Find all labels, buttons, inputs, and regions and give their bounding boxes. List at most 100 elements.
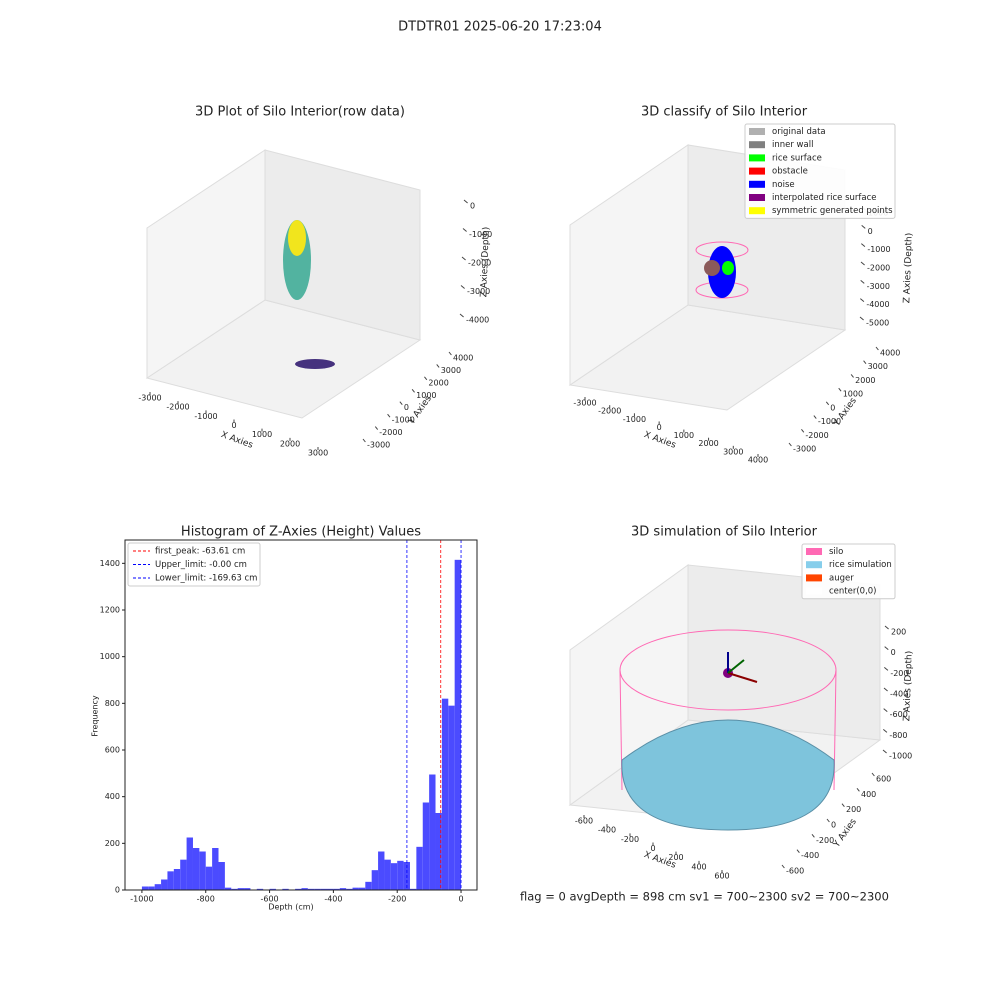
x-tick-label: 2000: [280, 439, 300, 448]
deco: [727, 672, 758, 683]
tick-mark: [884, 646, 889, 651]
tick-mark: [850, 374, 854, 378]
legend-label: original data: [772, 127, 826, 137]
bar: [244, 888, 251, 890]
tick-mark: [374, 426, 379, 430]
x-tick-label: 1000: [252, 430, 272, 439]
tick-mark: [875, 346, 879, 351]
tick-mark: [448, 351, 452, 356]
legend-label: first_peak: -63.61 cm: [155, 547, 245, 557]
tick-mark: [883, 687, 888, 692]
legend-swatch: [749, 180, 765, 188]
z-tick-label: -1000: [889, 752, 912, 761]
bar: [416, 846, 423, 890]
bar: [390, 863, 398, 890]
x-tick-label: 0: [650, 844, 655, 853]
tick-mark: [884, 625, 889, 630]
y-tick-label: 1400: [100, 559, 120, 568]
subplot-title: 3D Plot of Silo Interior(row data): [195, 105, 405, 120]
legend-box: [744, 123, 896, 219]
x-tick-label: -1000: [194, 412, 217, 421]
x-tick-label: 200: [668, 853, 683, 862]
tick-mark: [861, 224, 866, 229]
y-tick-label: -1000: [818, 417, 841, 426]
z-axis-label: Z Axies (Depth): [479, 227, 491, 298]
tick-mark: [461, 256, 466, 261]
y-tick-label: 200: [846, 805, 861, 814]
z-tick-label: -3000: [867, 282, 890, 291]
bar: [314, 888, 321, 890]
legend-label: auger: [829, 573, 854, 583]
figure-title: DTDTR01 2025-06-20 17:23:04: [398, 20, 602, 35]
tick-mark: [387, 413, 391, 418]
legend-swatch: [749, 154, 765, 162]
bar: [218, 862, 225, 890]
bar: [180, 859, 187, 890]
y-tick-label: 0: [831, 821, 836, 830]
y-tick-label: 1000: [843, 390, 863, 399]
plot-frame: [124, 539, 478, 891]
y-tick-label: -3000: [367, 441, 390, 450]
tick-mark: [882, 749, 887, 754]
tick-mark: [856, 788, 860, 792]
y-tick-label: -600: [786, 867, 804, 876]
tick-mark: [884, 666, 889, 671]
bar: [346, 888, 353, 890]
x-tick-label: -1000: [623, 415, 646, 424]
tick-mark: [811, 834, 815, 838]
tick-mark: [788, 442, 792, 447]
x-tick-label: -400: [324, 895, 342, 904]
tick-mark: [411, 388, 415, 393]
bar: [212, 848, 219, 890]
tick-mark: [825, 401, 830, 406]
deco: [727, 659, 745, 674]
y-tick-label: 400: [105, 792, 120, 801]
x-tick-label: 1000: [674, 431, 694, 440]
bar: [161, 879, 168, 890]
tick-mark: [781, 864, 785, 869]
bar: [384, 859, 391, 890]
legend-label: rice simulation: [829, 560, 892, 570]
x-tick-label: 2000: [698, 439, 718, 448]
x-tick-label: -200: [388, 895, 406, 904]
tick-mark: [860, 298, 865, 303]
y-tick-label: 2000: [855, 376, 875, 385]
deco: [288, 220, 306, 256]
x-tick-label: 3000: [723, 447, 743, 456]
footer: flag = 0 avgDepth = 898 cm sv1 = 700~230…: [520, 890, 889, 904]
y-tick-label: 0: [115, 886, 120, 895]
tick-mark: [883, 728, 888, 733]
bar: [237, 888, 245, 890]
y-tick-label: 1000: [100, 652, 120, 661]
subplot-title: Histogram of Z-Axies (Height) Values: [181, 525, 421, 540]
z-tick-label: -600: [890, 710, 908, 719]
bar: [327, 888, 334, 890]
bar: [301, 888, 308, 890]
x-tick-label: 3000: [308, 449, 328, 458]
bar: [186, 837, 193, 890]
bar: [307, 888, 315, 890]
y-tick-label: 200: [105, 839, 120, 848]
legend-swatch: [806, 587, 822, 595]
legend-swatch: [749, 194, 765, 201]
y-axis-label: Y Axies: [831, 396, 859, 429]
x-axis-label: Depth (cm): [268, 903, 313, 912]
tick-mark: [399, 401, 403, 406]
bar: [154, 884, 162, 890]
tick-mark: [796, 849, 800, 853]
x-tick-label: 0: [458, 895, 463, 904]
tick-mark: [859, 316, 864, 321]
legend-label: interpolated rice surface: [772, 193, 877, 203]
tick-mark: [463, 199, 468, 204]
legend-label: symmetric generated points: [772, 206, 893, 216]
x-tick-label: -800: [197, 895, 215, 904]
bar: [422, 802, 430, 890]
bar: [173, 869, 181, 890]
bar: [141, 886, 149, 890]
bar: [365, 881, 372, 890]
y-tick-label: -200: [816, 836, 834, 845]
z-tick-label: -2000: [468, 259, 491, 268]
x-tick-label: 600: [714, 872, 729, 881]
deco: [722, 261, 734, 275]
